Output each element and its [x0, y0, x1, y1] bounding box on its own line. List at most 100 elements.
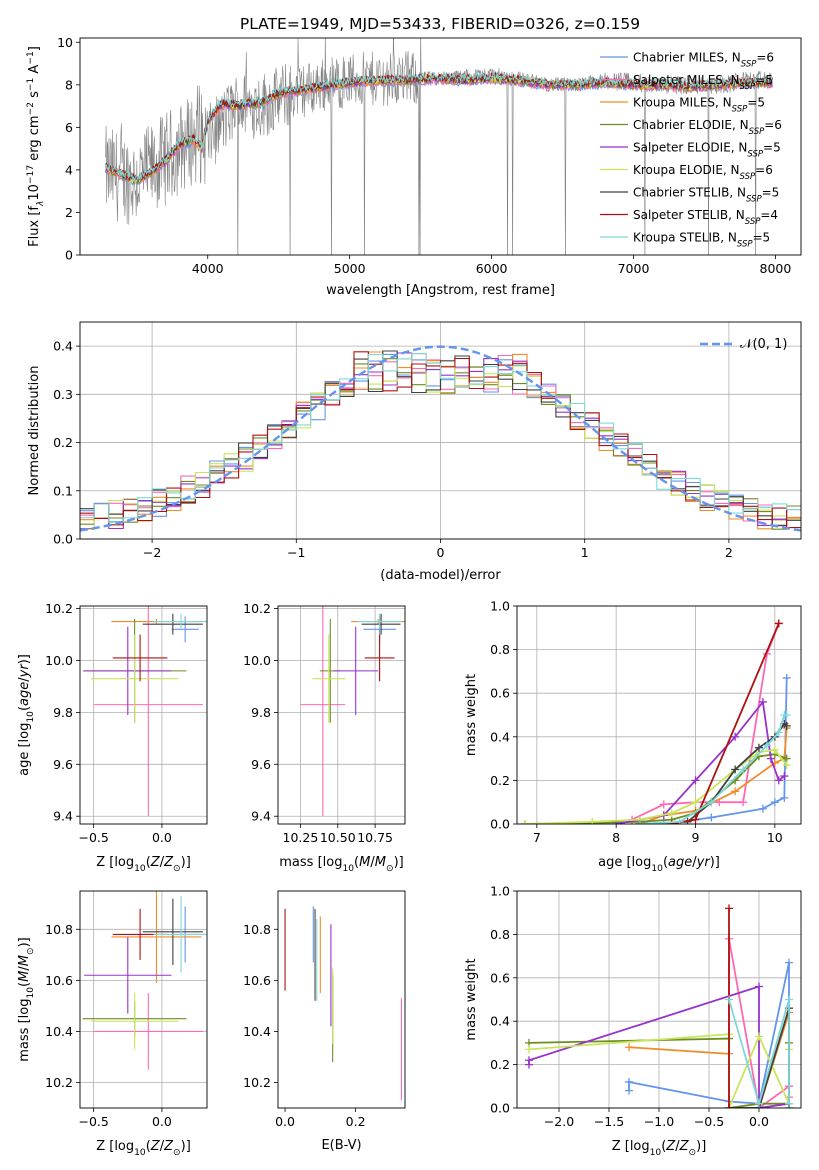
ylabel-age-vs-Z: age [log10(age/yr)] [17, 654, 36, 776]
label-part: )] [181, 1139, 191, 1154]
mass-weight-point [731, 732, 740, 741]
x-tick-label: 6000 [476, 261, 508, 276]
x-tick-label: 0.0 [152, 830, 172, 845]
label-part: 10 [26, 987, 36, 999]
label-part: −1 [26, 78, 36, 91]
label-part: M [17, 955, 32, 966]
label-part: Z [log [96, 1139, 134, 1154]
mass-weight-point [731, 765, 740, 774]
y-tick-label: 10.4 [45, 1024, 73, 1039]
label-part: 10 [342, 864, 354, 874]
y-tick-label: 10.2 [45, 1075, 73, 1090]
histogram-xlabel: (data-model)/error [380, 568, 501, 583]
mass-weight-point [675, 817, 684, 824]
y-tick-label: 10.6 [45, 973, 73, 988]
xlabel-mass-vs-Z: Z [log10(Z/Z⊙)] [96, 1139, 191, 1158]
legend-sub: SSP [746, 195, 762, 205]
y-tick-label: 0.4 [490, 729, 510, 744]
label-part: 10 [134, 1148, 146, 1158]
legend-label: Chabrier ELODIE, NSSP=6 [633, 118, 782, 137]
label-part: M [359, 855, 370, 870]
y-tick-label: 0.1 [53, 483, 73, 498]
axes-frame [79, 890, 208, 1109]
mass-weight-point [707, 798, 716, 807]
legend-text: Kroupa MILES, N [633, 96, 732, 110]
label-part: ⊙ [173, 1148, 181, 1158]
mass-weight-point [782, 761, 791, 770]
x-tick-label: −0.5 [78, 830, 108, 845]
x-tick-label: 0.2 [346, 1114, 366, 1129]
label-part: Z [150, 1139, 161, 1154]
y-tick-label: 0.2 [53, 435, 73, 450]
label-part: / [17, 677, 32, 682]
y-tick-label: 4 [65, 162, 73, 177]
ylabel-mass-weight-vs-age: mass weight [464, 674, 479, 756]
label-part: −1 [26, 51, 36, 64]
y-tick-label: 10.4 [243, 1024, 271, 1039]
mass-weight-point [780, 793, 789, 802]
axes-frame [277, 890, 406, 1109]
xlabel-ebv: E(B-V) [321, 1138, 361, 1153]
label-part: Z [163, 855, 174, 870]
mass-weight-point [766, 754, 775, 763]
y-tick-label: 0.0 [53, 532, 73, 547]
label-part: −2 [26, 102, 36, 115]
label-part: ( [146, 855, 151, 870]
y-tick-label: 10.8 [45, 922, 73, 937]
legend-label: Chabrier MILES, NSSP=6 [633, 51, 774, 70]
mass-weight-point [635, 820, 644, 824]
legend-sub: SSP [741, 60, 757, 70]
x-tick-label: 4000 [192, 261, 224, 276]
x-tick-label: 7 [533, 830, 541, 845]
label-part: 10 [27, 184, 42, 201]
xlabel-age-vs-mass: mass [log10(M/M⊙)] [279, 855, 403, 874]
axes-frame [277, 605, 406, 825]
legend-sub: SSP [745, 217, 761, 227]
x-tick-label: 8 [612, 830, 620, 845]
mass-weight-point [588, 817, 597, 824]
mass-weight-point [691, 815, 700, 824]
label-part: ( [146, 1139, 151, 1154]
x-tick-label: 9 [692, 830, 700, 845]
normal-legend-label: 𝒩(0, 1) [740, 337, 787, 352]
label-part: Z [665, 1139, 676, 1154]
legend-text: Chabrier ELODIE, N [633, 118, 749, 132]
y-tick-label: 1.0 [490, 599, 510, 614]
mass-weight-line [728, 999, 790, 1107]
errorbars-mass-vs-Z [82, 891, 207, 1070]
y-tick-label: 10.2 [243, 1075, 271, 1090]
y-tick-label: 0.2 [490, 773, 510, 788]
legend-text: Salpeter ELODIE, N [633, 141, 747, 155]
axes-mass-weight-vs-Z: −2.0 −1.5 −1.0 −0.5 0.0 0.0 0.2 0.4 0.6 0.8 1.0 [490, 884, 801, 1129]
y-tick-label: 10.6 [243, 973, 271, 988]
label-part: ⊙ [173, 864, 181, 874]
mass-weight-point [691, 776, 700, 785]
axes-spectrum: 4000 5000 6000 7000 8000 0 2 4 6 8 10 [57, 35, 791, 276]
mass-weight-point [782, 721, 791, 730]
legend-text: =6 [756, 51, 774, 65]
y-tick-label: 8 [65, 77, 73, 92]
label-part: ] [27, 46, 42, 51]
legend-label: Salpeter ELODIE, NSSP=5 [633, 141, 781, 160]
x-tick-label: 7000 [618, 261, 650, 276]
label-part: / [160, 855, 165, 870]
label-part: )] [710, 855, 720, 870]
legend-text: Kroupa ELODIE, N [633, 163, 740, 177]
lines-mass-weight-vs-age [520, 619, 791, 824]
mass-weight-line [639, 722, 788, 824]
axes-frame [516, 605, 802, 825]
mass-weight-point [659, 800, 668, 809]
legend-text: =5 [753, 231, 771, 245]
x-tick-label: 0 [437, 545, 445, 560]
mass-weight-point [762, 741, 771, 750]
mass-weight-point [755, 1032, 763, 1041]
x-tick-label: 10.50 [320, 830, 356, 845]
x-tick-label: 10.75 [357, 830, 393, 845]
mass-weight-point [525, 1045, 533, 1054]
x-tick-label: 5000 [334, 261, 366, 276]
label-part: age [17, 682, 32, 706]
histogram-step-line [80, 353, 801, 523]
ylabel-mass-weight-vs-Z: mass weight [464, 958, 479, 1040]
spectrum-xlabel: wavelength [Angstrom, rest frame] [326, 283, 555, 298]
label-part: Z [log [96, 855, 134, 870]
